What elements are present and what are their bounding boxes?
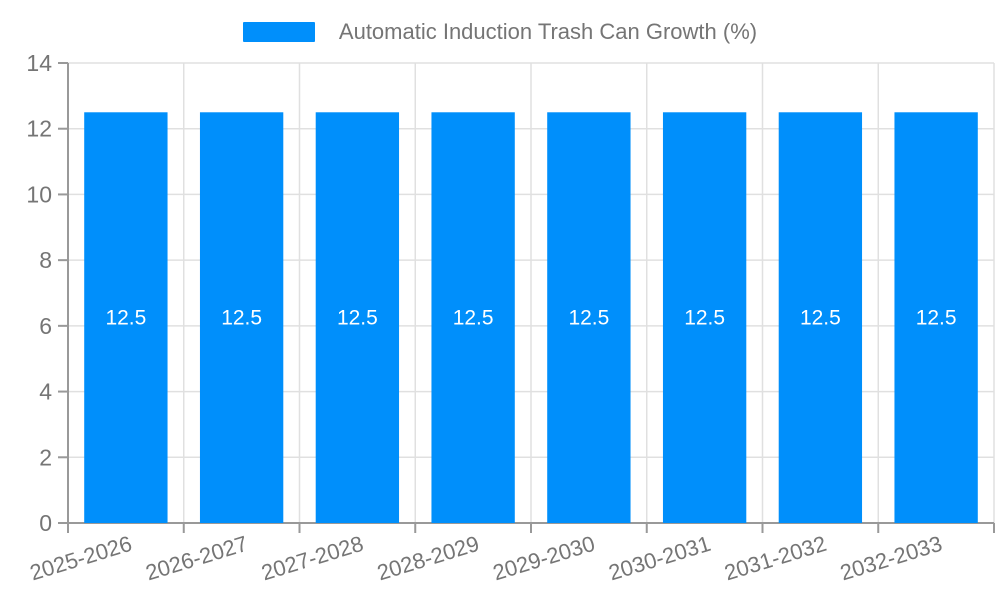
y-axis-tick-label: 2 — [39, 444, 52, 470]
bar-value-label: 12.5 — [453, 307, 494, 330]
bar[interactable] — [315, 112, 400, 524]
bar[interactable] — [199, 112, 284, 524]
y-axis-tick-label: 12 — [26, 116, 52, 142]
x-axis-category-label: 2028-2029 — [374, 531, 482, 586]
x-axis-category-label: 2027-2028 — [258, 531, 366, 586]
bar[interactable] — [894, 112, 978, 524]
bar-value-label: 12.5 — [684, 307, 725, 330]
legend-swatch — [242, 22, 315, 42]
bar[interactable] — [547, 112, 631, 524]
y-axis-tick-label: 14 — [26, 50, 52, 76]
y-axis-tick-label: 4 — [39, 379, 52, 405]
legend-label: Automatic Induction Trash Can Growth (%) — [338, 19, 758, 44]
bar-value-label: 12.5 — [105, 307, 146, 330]
y-axis-tick-label: 10 — [26, 181, 52, 207]
x-axis-category-label: 2032-2033 — [837, 531, 945, 586]
bar[interactable] — [778, 112, 863, 524]
bar-value-label: 12.5 — [221, 307, 262, 330]
x-axis-category-label: 2026-2027 — [143, 531, 251, 586]
y-axis-tick-label: 6 — [39, 313, 52, 339]
y-axis-tick-label: 0 — [39, 510, 52, 536]
bar[interactable] — [84, 112, 168, 524]
bar-value-label: 12.5 — [916, 307, 957, 330]
bar-value-label: 12.5 — [337, 307, 378, 330]
bar-value-label: 12.5 — [800, 307, 841, 330]
chart-legend[interactable]: Automatic Induction Trash Can Growth (%) — [0, 0, 1000, 64]
bar-value-label: 12.5 — [568, 307, 609, 330]
x-axis-category-label: 2030-2031 — [606, 531, 714, 586]
y-axis-tick-label: 8 — [39, 247, 52, 273]
bar[interactable] — [662, 112, 747, 524]
x-axis-category-label: 2029-2030 — [490, 531, 598, 586]
bar[interactable] — [431, 112, 515, 524]
x-axis-category-label: 2025-2026 — [27, 531, 135, 586]
x-axis-category-label: 2031-2032 — [721, 531, 829, 586]
